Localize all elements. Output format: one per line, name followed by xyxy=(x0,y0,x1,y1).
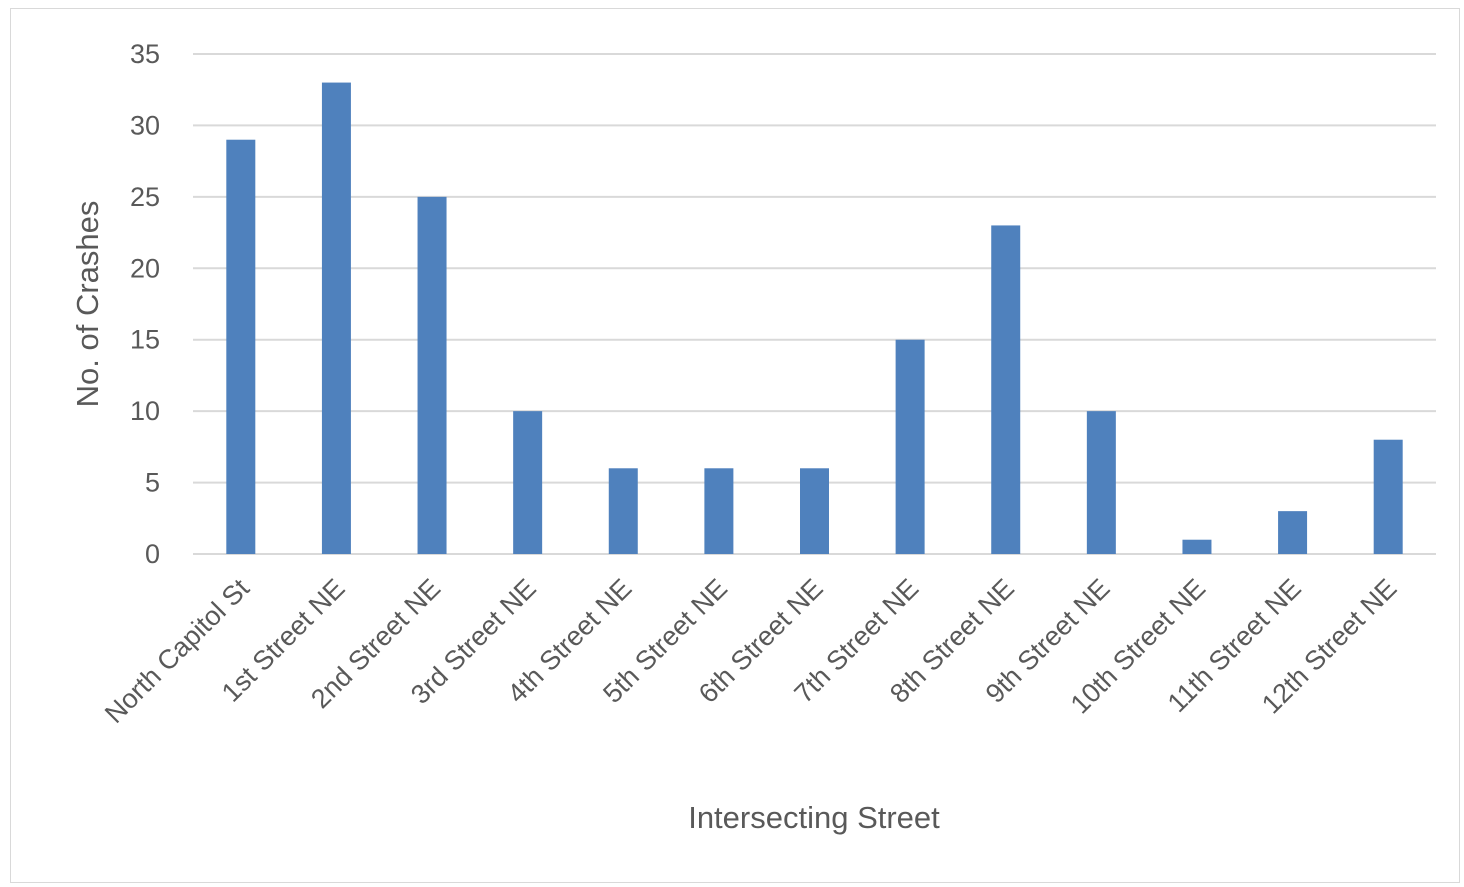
y-tick-label: 30 xyxy=(130,110,160,140)
bar xyxy=(1182,539,1212,554)
bar xyxy=(226,139,256,554)
y-tick-label: 15 xyxy=(130,325,160,355)
bar xyxy=(991,225,1021,554)
bars xyxy=(226,82,1403,555)
bar xyxy=(321,82,351,555)
x-axis-title: Intersecting Street xyxy=(688,800,940,835)
y-axis-title: No. of Crashes xyxy=(70,201,105,408)
y-tick-label: 35 xyxy=(130,39,160,69)
bar xyxy=(417,196,447,554)
x-tick-label: North Capitol St xyxy=(99,573,255,729)
y-tick-label: 25 xyxy=(130,182,160,212)
y-tick-label: 5 xyxy=(145,468,160,498)
bar xyxy=(513,411,543,554)
bar xyxy=(704,468,734,554)
y-tick-label: 10 xyxy=(130,396,160,426)
y-tick-label: 20 xyxy=(130,253,160,283)
bar xyxy=(1373,439,1403,554)
y-tick-labels: 0 5 10 15 20 25 30 35 xyxy=(130,39,160,569)
bar xyxy=(800,468,829,554)
bar xyxy=(1086,411,1116,554)
bar xyxy=(1278,511,1308,554)
y-tick-label: 0 xyxy=(145,539,160,569)
bar xyxy=(608,468,638,554)
bar xyxy=(895,339,925,554)
